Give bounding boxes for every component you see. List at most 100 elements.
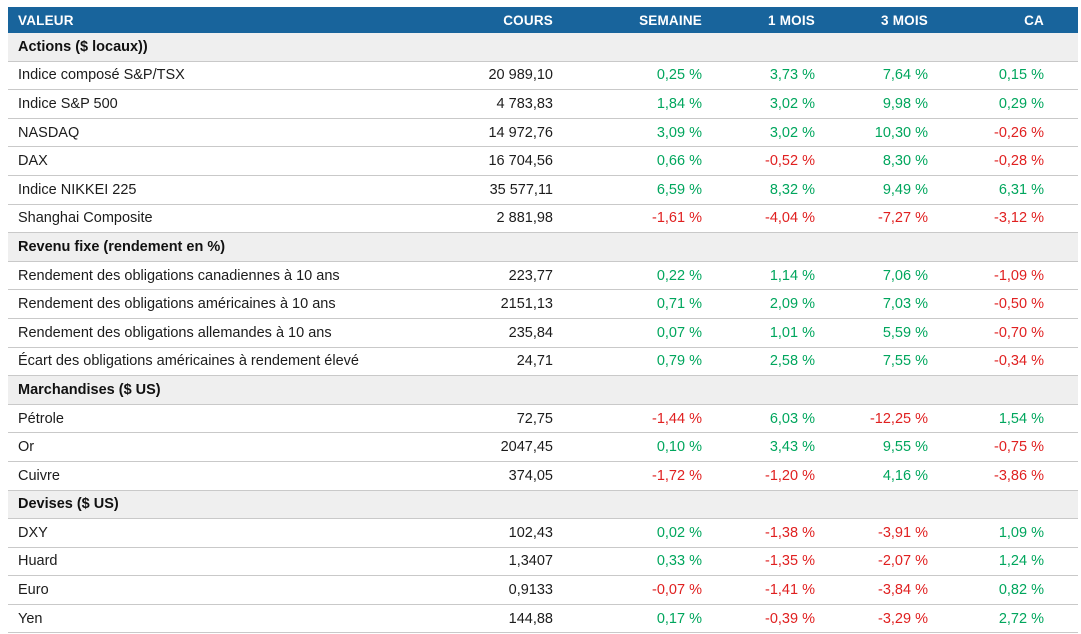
section-title: Actions ($ locaux)) — [8, 33, 1078, 62]
cours-cell: 24,71 — [440, 347, 566, 377]
table-row: Rendement des obligations allemandes à 1… — [8, 318, 1078, 348]
1-mois-cell: -1,38 % — [710, 518, 822, 548]
cours-cell: 72,75 — [440, 404, 566, 434]
col-header-ca: CA — [938, 7, 1078, 33]
table-row: Indice NIKKEI 225 35 577,11 6,59 % 8,32 % 9,… — [8, 175, 1078, 205]
ca-cell: 0,15 % — [938, 61, 1078, 91]
ca-cell: -3,12 % — [938, 204, 1078, 234]
table-row: Yen 144,88 0,17 % -0,39 % -3,29 % 2,72 % — [8, 604, 1078, 634]
semaine-cell: 0,66 % — [566, 146, 710, 176]
cours-cell: 0,9133 — [440, 575, 566, 605]
asset-name-cell: Rendement des obligations américaines à … — [8, 289, 440, 319]
asset-name-cell: Indice S&P 500 — [8, 89, 440, 119]
1-mois-cell: 6,03 % — [710, 404, 822, 434]
semaine-cell: 3,09 % — [566, 118, 710, 148]
asset-name-cell: Or — [8, 432, 440, 462]
table-row: Huard 1,3407 0,33 % -1,35 % -2,07 % 1,24 % — [8, 547, 1078, 577]
semaine-cell: 0,22 % — [566, 261, 710, 291]
table-row: DXY 102,43 0,02 % -1,38 % -3,91 % 1,09 % — [8, 518, 1078, 548]
3-mois-cell: 10,30 % — [822, 118, 938, 148]
1-mois-cell: -1,20 % — [710, 461, 822, 491]
asset-name-cell: Yen — [8, 604, 440, 634]
ca-cell: -0,26 % — [938, 118, 1078, 148]
3-mois-cell: 5,59 % — [822, 318, 938, 348]
cours-cell: 144,88 — [440, 604, 566, 634]
asset-name-cell: Rendement des obligations canadiennes à … — [8, 261, 440, 291]
col-header-1-mois: 1 MOIS — [710, 7, 822, 33]
cours-cell: 2047,45 — [440, 432, 566, 462]
cours-cell: 35 577,11 — [440, 175, 566, 205]
asset-name-cell: DXY — [8, 518, 440, 548]
cours-cell: 1,3407 — [440, 547, 566, 577]
cours-cell: 235,84 — [440, 318, 566, 348]
table-row: Shanghai Composite 2 881,98 -1,61 % -4,04 %… — [8, 204, 1078, 234]
ca-cell: 1,54 % — [938, 404, 1078, 434]
1-mois-cell: -1,41 % — [710, 575, 822, 605]
table-row: Rendement des obligations canadiennes à … — [8, 261, 1078, 291]
3-mois-cell: 4,16 % — [822, 461, 938, 491]
ca-cell: 2,72 % — [938, 604, 1078, 634]
table-row: Cuivre 374,05 -1,72 % -1,20 % 4,16 % -3,86 % — [8, 461, 1078, 491]
market-table-body: Actions ($ locaux)) Indice composé S&P/TS… — [8, 33, 1078, 634]
semaine-cell: -1,72 % — [566, 461, 710, 491]
cours-cell: 4 783,83 — [440, 89, 566, 119]
ca-cell: 0,29 % — [938, 89, 1078, 119]
3-mois-cell: -3,91 % — [822, 518, 938, 548]
1-mois-cell: -1,35 % — [710, 547, 822, 577]
section-header-row: Revenu fixe (rendement en %) — [8, 232, 1078, 262]
table-row: Indice composé S&P/TSX 20 989,10 0,25 % 3,7… — [8, 61, 1078, 91]
1-mois-cell: 3,02 % — [710, 118, 822, 148]
table-header-row: VALEUR COURS SEMAINE 1 MOIS 3 MOIS CA — [8, 7, 1078, 33]
market-table: VALEUR COURS SEMAINE 1 MOIS 3 MOIS CA Ac… — [8, 7, 1078, 634]
table-row: Écart des obligations américaines à rend… — [8, 347, 1078, 377]
3-mois-cell: 9,49 % — [822, 175, 938, 205]
3-mois-cell: -12,25 % — [822, 404, 938, 434]
semaine-cell: 0,10 % — [566, 432, 710, 462]
asset-name-cell: Cuivre — [8, 461, 440, 491]
semaine-cell: -1,44 % — [566, 404, 710, 434]
ca-cell: -0,28 % — [938, 146, 1078, 176]
3-mois-cell: -3,29 % — [822, 604, 938, 634]
table-row: DAX 16 704,56 0,66 % -0,52 % 8,30 % -0,28 % — [8, 146, 1078, 176]
ca-cell: 6,31 % — [938, 175, 1078, 205]
asset-name-cell: NASDAQ — [8, 118, 440, 148]
1-mois-cell: -4,04 % — [710, 204, 822, 234]
semaine-cell: -1,61 % — [566, 204, 710, 234]
semaine-cell: 1,84 % — [566, 89, 710, 119]
cours-cell: 374,05 — [440, 461, 566, 491]
col-header-valeur: VALEUR — [8, 7, 440, 33]
1-mois-cell: 2,09 % — [710, 289, 822, 319]
section-title: Revenu fixe (rendement en %) — [8, 232, 1078, 262]
1-mois-cell: 8,32 % — [710, 175, 822, 205]
semaine-cell: 0,07 % — [566, 318, 710, 348]
semaine-cell: 0,17 % — [566, 604, 710, 634]
asset-name-cell: Euro — [8, 575, 440, 605]
ca-cell: 0,82 % — [938, 575, 1078, 605]
3-mois-cell: 8,30 % — [822, 146, 938, 176]
cours-cell: 2 881,98 — [440, 204, 566, 234]
asset-name-cell: Huard — [8, 547, 440, 577]
col-header-semaine: SEMAINE — [566, 7, 710, 33]
ca-cell: -0,70 % — [938, 318, 1078, 348]
semaine-cell: -0,07 % — [566, 575, 710, 605]
ca-cell: -0,75 % — [938, 432, 1078, 462]
1-mois-cell: 1,14 % — [710, 261, 822, 291]
section-title: Devises ($ US) — [8, 490, 1078, 520]
section-header-row: Devises ($ US) — [8, 490, 1078, 520]
asset-name-cell: Écart des obligations américaines à rend… — [8, 347, 440, 377]
cours-cell: 14 972,76 — [440, 118, 566, 148]
1-mois-cell: 1,01 % — [710, 318, 822, 348]
asset-name-cell: DAX — [8, 146, 440, 176]
table-row: Pétrole 72,75 -1,44 % 6,03 % -12,25 % 1,54 % — [8, 404, 1078, 434]
asset-name-cell: Indice composé S&P/TSX — [8, 61, 440, 91]
1-mois-cell: 3,02 % — [710, 89, 822, 119]
1-mois-cell: 3,73 % — [710, 61, 822, 91]
1-mois-cell: 3,43 % — [710, 432, 822, 462]
ca-cell: -3,86 % — [938, 461, 1078, 491]
cours-cell: 102,43 — [440, 518, 566, 548]
asset-name-cell: Shanghai Composite — [8, 204, 440, 234]
ca-cell: -0,34 % — [938, 347, 1078, 377]
3-mois-cell: 7,03 % — [822, 289, 938, 319]
semaine-cell: 0,33 % — [566, 547, 710, 577]
